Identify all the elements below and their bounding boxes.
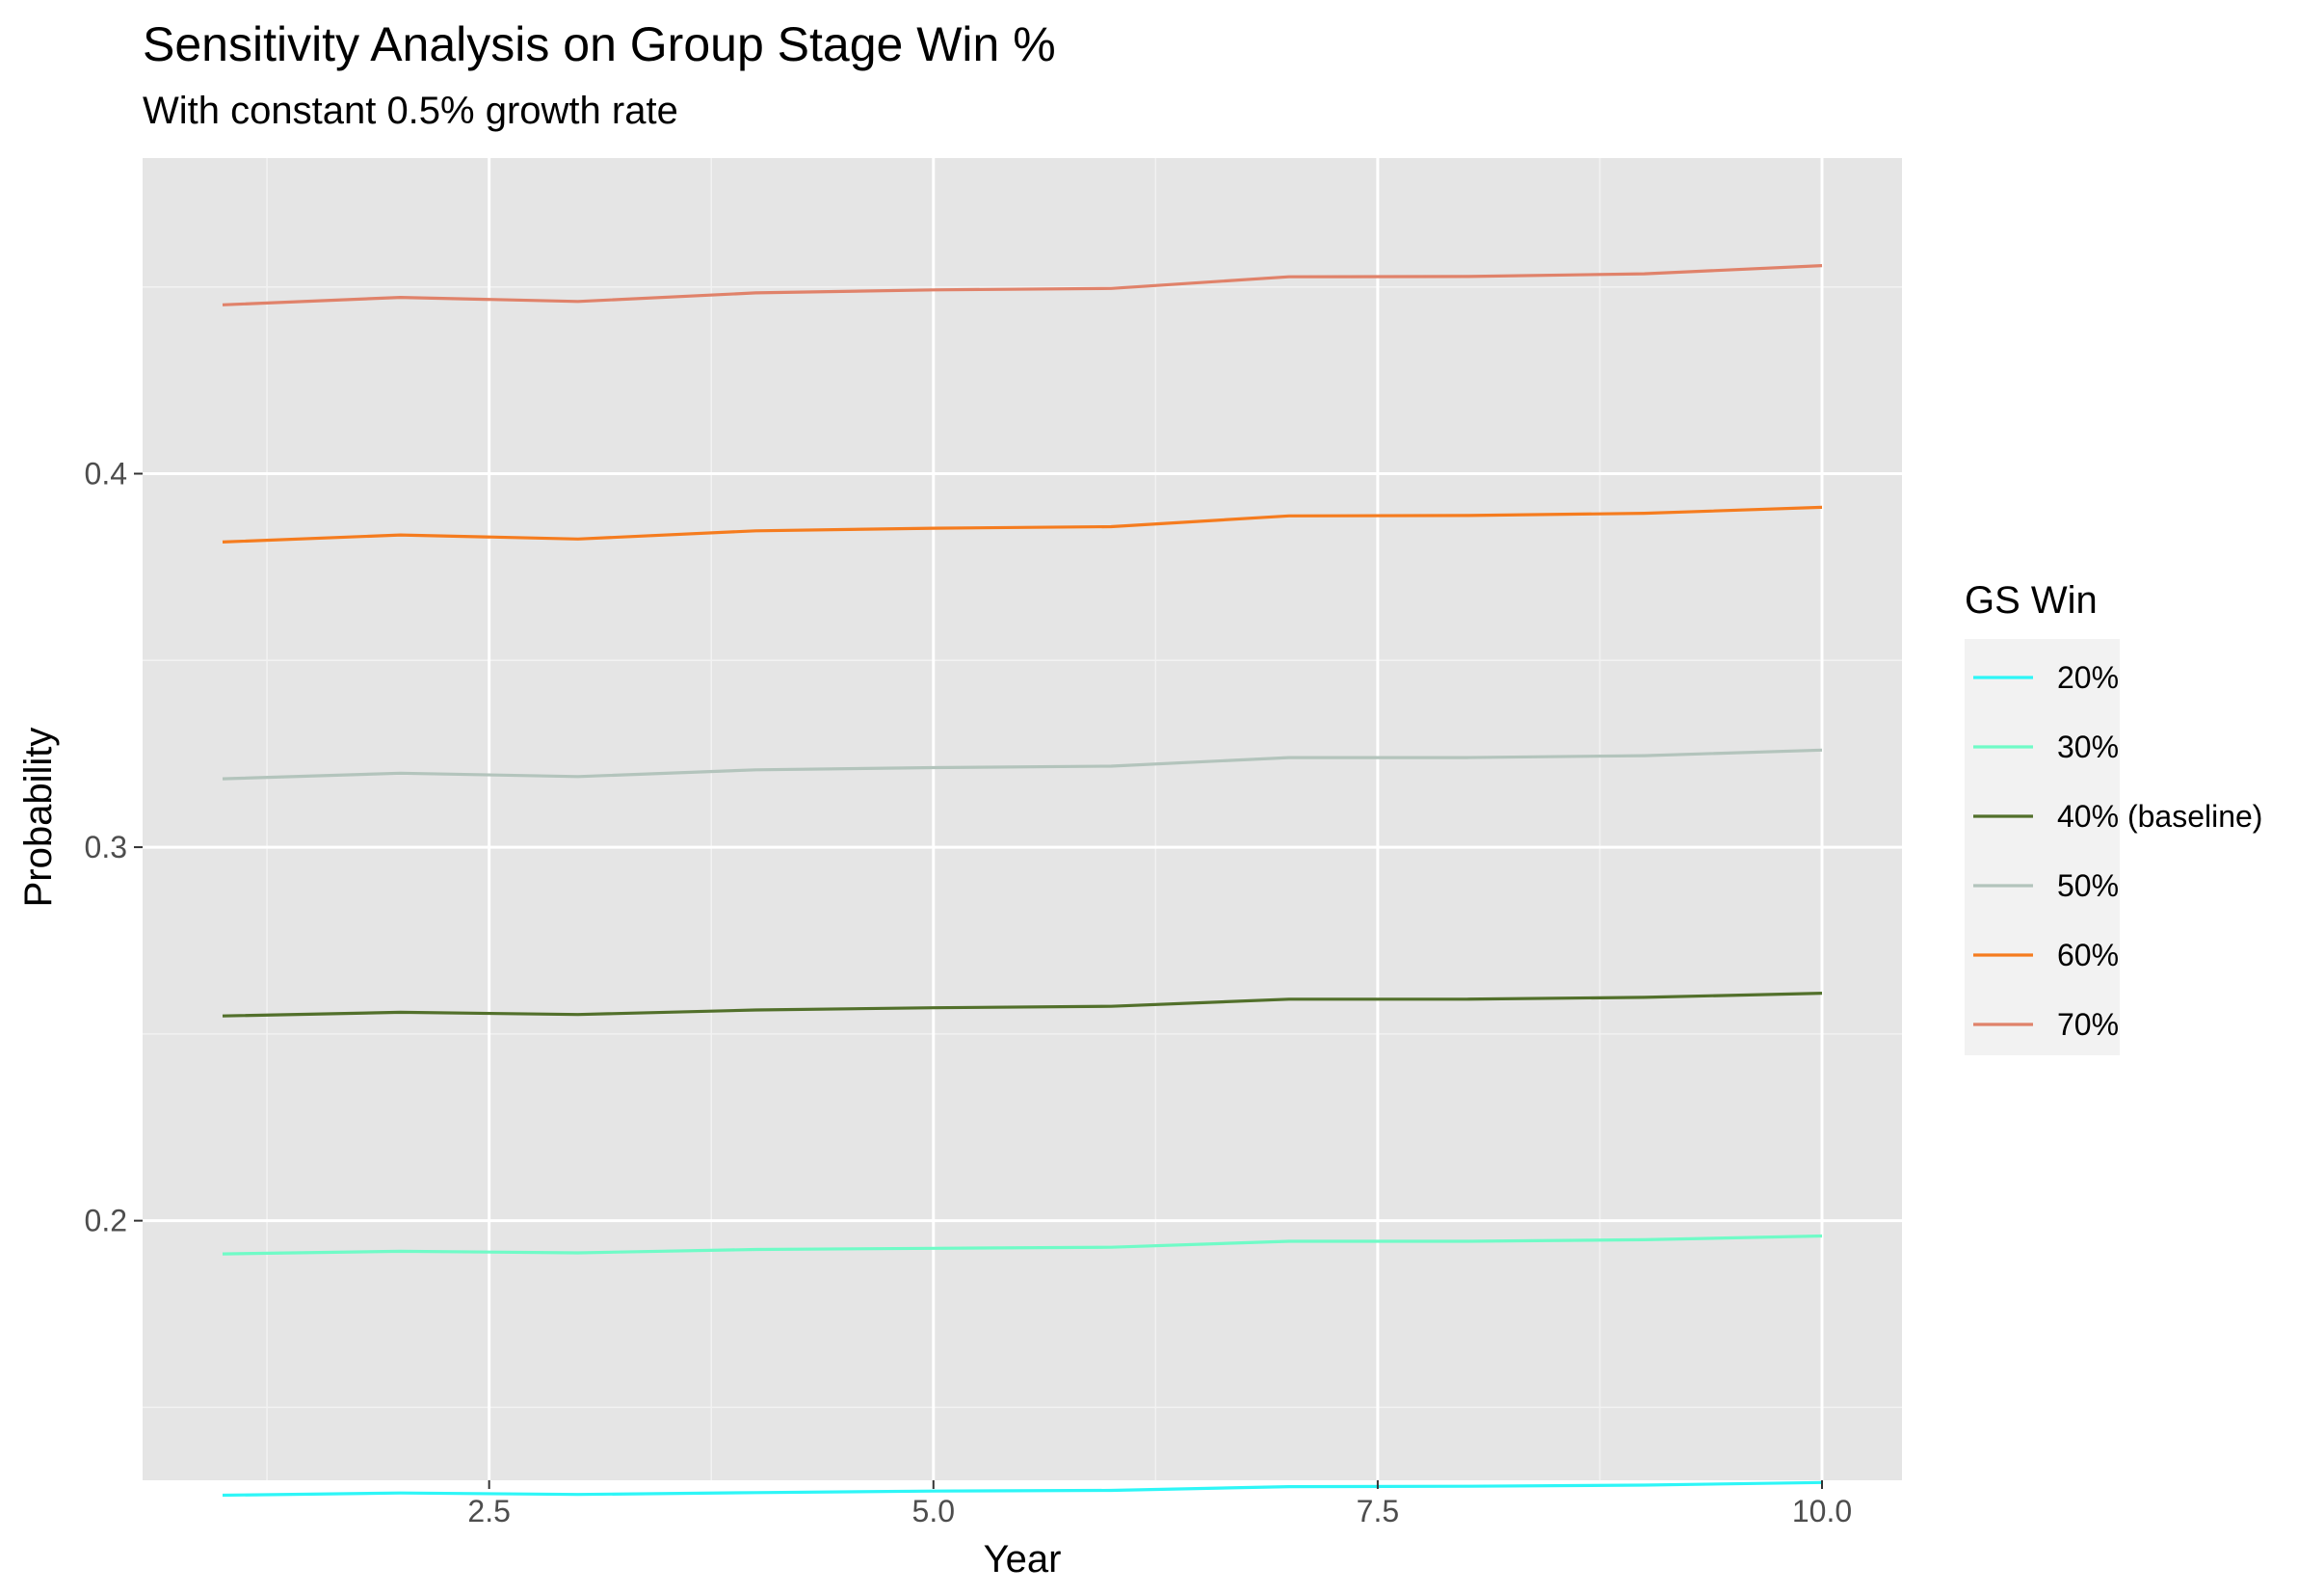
- legend-title: GS Win: [1965, 579, 2098, 622]
- series-line: [222, 1480, 1823, 1498]
- y-tick-label: 0.3: [85, 830, 127, 864]
- y-axis-title: Probability: [17, 728, 60, 908]
- y-axis: 0.2 0.3 0.4: [85, 456, 143, 1238]
- y-tick-label: 0.2: [85, 1204, 127, 1238]
- plot-panel: [143, 158, 1902, 1480]
- x-tick-label: 5.0: [912, 1494, 955, 1528]
- legend-label: 30%: [2057, 730, 2119, 764]
- series-line: [222, 992, 1823, 1018]
- minor-gridlines: [143, 158, 1902, 1480]
- legend-label: 40% (baseline): [2057, 799, 2262, 834]
- series-line: [222, 505, 1823, 544]
- x-tick-label: 10.0: [1792, 1494, 1852, 1528]
- x-tick-label: 2.5: [467, 1494, 510, 1528]
- legend-label: 70%: [2057, 1007, 2119, 1042]
- chart-subtitle: With constant 0.5% growth rate: [143, 90, 678, 132]
- legend-label: 50%: [2057, 868, 2119, 903]
- series-line: [222, 1234, 1823, 1256]
- legend-label: 20%: [2057, 660, 2119, 695]
- legend-key-background: [1965, 639, 2120, 1055]
- series-line: [222, 748, 1823, 781]
- series-lines: [222, 264, 1823, 1498]
- legend-items: 20% 30% 40% (baseline) 50% 60% 70%: [1973, 660, 2262, 1042]
- x-axis: 2.5 5.0 7.5 10.0: [467, 1480, 1852, 1528]
- x-tick-label: 7.5: [1357, 1494, 1399, 1528]
- legend-label: 60%: [2057, 938, 2119, 972]
- x-axis-title: Year: [984, 1538, 1062, 1581]
- major-gridlines: [143, 158, 1902, 1480]
- legend: GS Win 20% 30% 40% (baseline) 50% 60% 70%: [1965, 579, 2262, 1055]
- series-line: [222, 264, 1823, 306]
- chart-title: Sensitivity Analysis on Group Stage Win …: [143, 17, 1056, 71]
- y-tick-label: 0.4: [85, 456, 127, 491]
